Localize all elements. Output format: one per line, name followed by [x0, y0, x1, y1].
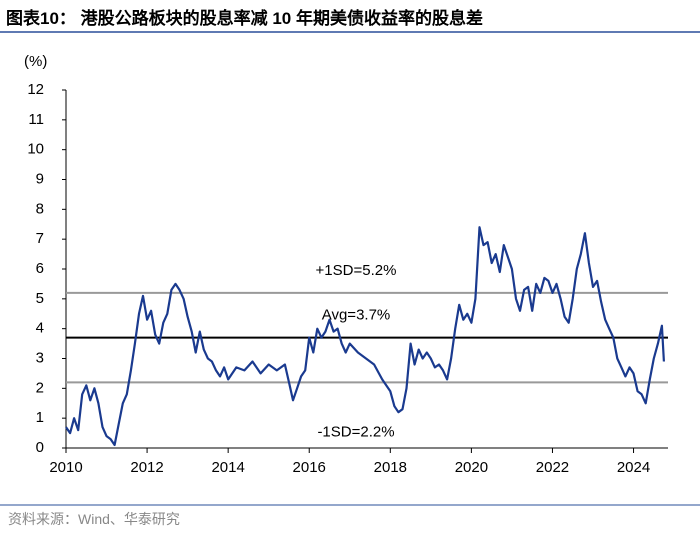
y-tick-label: 9 [36, 170, 44, 187]
y-tick-label: 3 [36, 349, 44, 366]
x-tick-label: 2016 [293, 459, 326, 476]
y-tick-label: 2 [36, 379, 44, 396]
reference-label: Avg=3.7% [322, 307, 391, 324]
y-tick-label: 0 [36, 439, 44, 456]
y-tick-label: 8 [36, 200, 44, 217]
y-tick-label: 7 [36, 230, 44, 247]
x-tick-label: 2020 [455, 459, 488, 476]
x-tick-label: 2018 [374, 459, 407, 476]
y-axis-label: (%) [24, 53, 47, 70]
data-line [65, 226, 665, 447]
x-tick-label: 2024 [617, 459, 650, 476]
y-tick-label: 12 [27, 81, 44, 98]
x-tick-label: 2010 [49, 459, 82, 476]
reference-label: +1SD=5.2% [316, 262, 397, 279]
source: 资料来源：Wind、华泰研究 [8, 511, 180, 527]
y-tick-label: 11 [28, 111, 44, 128]
chart-title: 图表10： 港股公路板块的股息率减 10 年期美债收益率的股息差 [6, 8, 483, 28]
x-tick-label: 2014 [211, 459, 244, 476]
x-tick-label: 2022 [536, 459, 569, 476]
x-tick-label: 2012 [130, 459, 163, 476]
y-tick-label: 6 [36, 260, 44, 277]
y-tick-label: 1 [36, 409, 44, 426]
y-tick-label: 4 [36, 320, 44, 337]
reference-label: -1SD=2.2% [317, 423, 394, 440]
y-tick-label: 5 [36, 290, 44, 307]
y-tick-label: 10 [27, 141, 44, 158]
